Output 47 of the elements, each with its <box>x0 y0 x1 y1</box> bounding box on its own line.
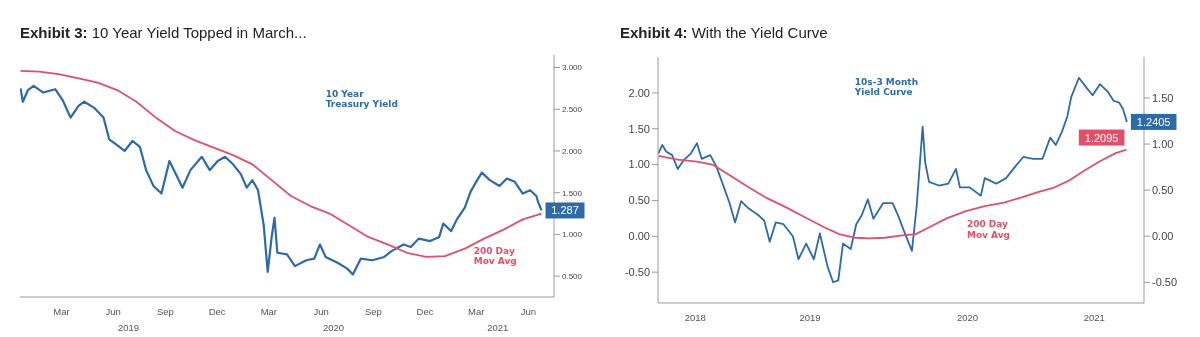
chart-title: Exhibit 4: With the Yield Curve <box>620 24 828 41</box>
data-label: 1.2095 <box>1084 131 1119 144</box>
x2-tick-label: 2019 <box>117 322 140 333</box>
line-series <box>658 76 1128 284</box>
x-tick-label: 2021 <box>1083 312 1105 323</box>
series-label: 200 Day Mov Avg <box>966 218 1011 240</box>
y-tick-label: 0.00 <box>628 230 650 243</box>
x-tick-label: Dec <box>416 306 434 317</box>
y2-tick-label: 1.500 <box>562 188 583 198</box>
line-series <box>20 69 543 258</box>
x-tick-label: Sep <box>156 306 174 317</box>
x-tick-label: Jun <box>520 306 537 317</box>
x-tick-label: Mar <box>260 306 278 317</box>
y-tick-label: 0.50 <box>628 194 650 207</box>
y-tick-label: 2.00 <box>628 86 650 99</box>
y2-tick-label: 1.000 <box>562 230 583 240</box>
data-label: 1.2405 <box>1136 115 1171 128</box>
x-tick-label: Dec <box>208 306 226 317</box>
y-tick-label: 1.50 <box>628 122 650 135</box>
line-series <box>658 148 1128 240</box>
y2-tick-label: 0.50 <box>1152 184 1174 197</box>
y2-tick-label: 3.000 <box>562 63 583 73</box>
x-tick-label: 2019 <box>799 312 821 323</box>
y-tick-label: -0.50 <box>624 266 650 279</box>
text: 10 Year Treasury Yield <box>325 88 398 109</box>
line-series <box>20 84 543 276</box>
y2-tick-label: 2.000 <box>562 146 583 156</box>
y2-tick-label: -0.50 <box>1152 276 1178 289</box>
x-tick-label: Sep <box>364 306 382 317</box>
y2-tick-label: 1.50 <box>1152 91 1174 104</box>
y2-tick-label: 0.00 <box>1152 230 1174 243</box>
x-tick-label: Jun <box>105 306 121 317</box>
x2-tick-label: 2020 <box>323 322 345 333</box>
data-label: 1.287 <box>551 204 579 217</box>
y2-tick-label: 2.500 <box>562 105 583 115</box>
x-tick-label: 2018 <box>684 312 706 323</box>
text: 10s-3 Month Yield Curve <box>854 76 919 97</box>
chart-title: Exhibit 3: 10 Year Yield Topped in March... <box>20 24 307 41</box>
y2-tick-label: 1.00 <box>1152 137 1174 150</box>
x-tick-label: Mar <box>53 306 70 317</box>
y-tick-label: 1.00 <box>628 158 650 171</box>
y2-tick-label: 0.500 <box>562 271 583 281</box>
x-tick-label: Mar <box>467 306 485 317</box>
x-tick-label: Jun <box>313 306 329 317</box>
x2-tick-label: 2021 <box>487 322 509 333</box>
series-label: 200 Day Mov Avg <box>473 245 517 267</box>
x-tick-label: 2020 <box>957 312 979 323</box>
